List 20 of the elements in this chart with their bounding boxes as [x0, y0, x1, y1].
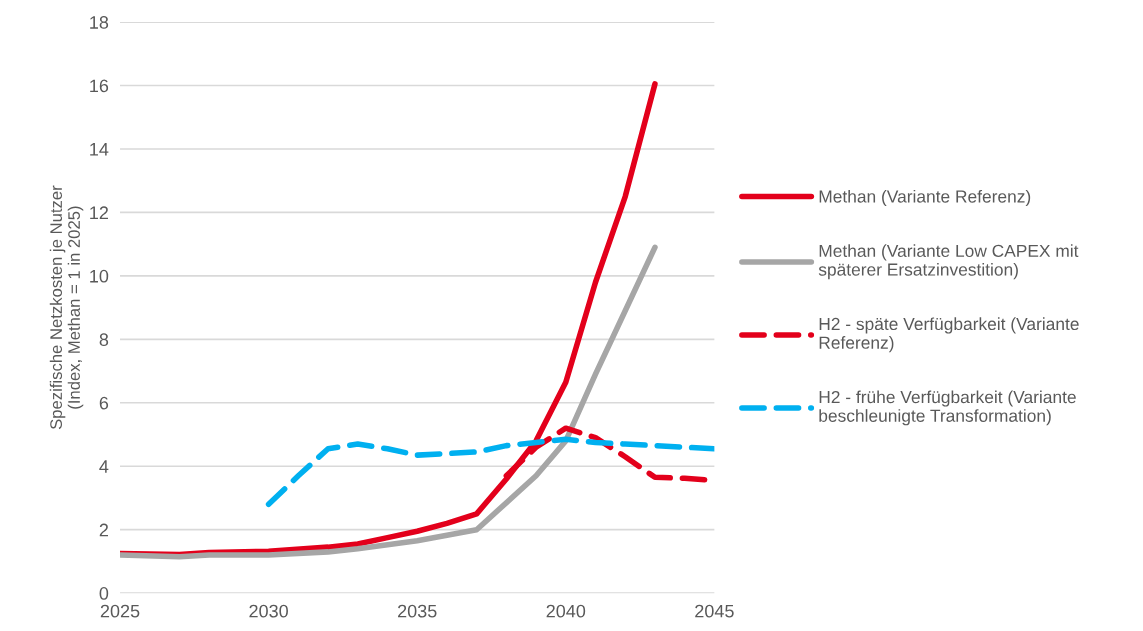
x-tick-label: 2040 — [546, 604, 586, 618]
y-tick-label: 12 — [90, 206, 108, 219]
y-tick-label: 10 — [90, 269, 109, 283]
legend-label: H2 - frühe Verfügbarkeit (Variante beschleunigte Transformation) — [819, 390, 1076, 426]
legend-label: H2 - späte Verfügbarkeit (Variante Referenz) — [819, 317, 1079, 353]
x-tick-label: 2030 — [249, 604, 288, 618]
legend-label: Methan (Variante Referenz) — [819, 189, 1031, 207]
y-tick-label: 18 — [90, 16, 109, 29]
y-tick-label: 2 — [99, 523, 108, 537]
y-tick-label: 16 — [90, 79, 109, 93]
y-tick-label: 6 — [99, 396, 109, 410]
y-tick-label: 14 — [90, 143, 109, 156]
legend-label: Methan (Variante Low CAPEX mit späterer Ersatzinvestition) — [818, 244, 1079, 280]
x-tick-label: 2035 — [398, 604, 437, 618]
y-tick-label: 4 — [99, 460, 109, 473]
y-tick-label: 8 — [99, 333, 109, 347]
y-tick-label: 0 — [99, 587, 109, 600]
y-axis-title: Spezifische Netzkosten je Nutzer (Index, Methan = 1 in 2025) — [49, 185, 84, 430]
x-tick-label: 2045 — [695, 604, 734, 618]
x-tick-label: 2025 — [100, 604, 140, 618]
